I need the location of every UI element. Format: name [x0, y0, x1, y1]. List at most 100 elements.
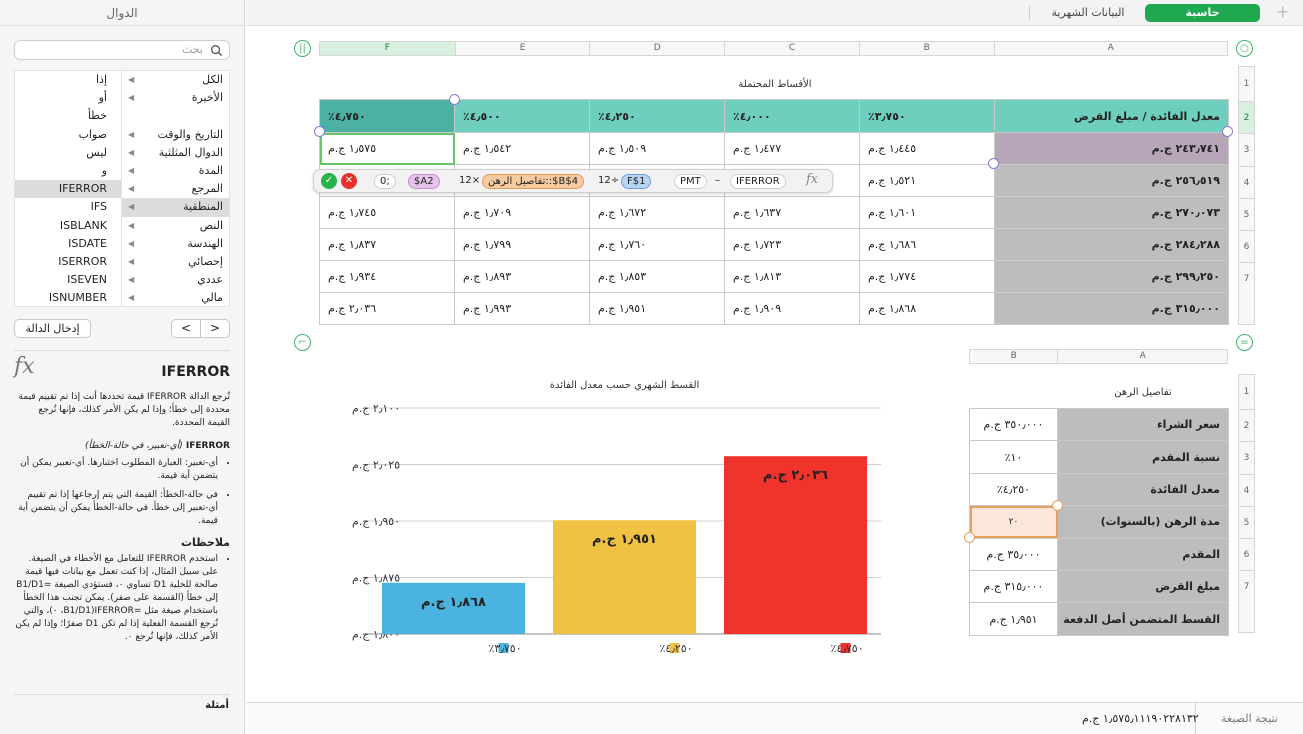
nav-back-button[interactable]: <	[172, 320, 201, 337]
formula-token[interactable]: 0;	[374, 174, 396, 189]
payment-cell[interactable]: ١٫٩٣٤ ج.م	[319, 260, 455, 293]
loan-amount-cell[interactable]: ٢٨٤٫٢٨٨ ج.م	[994, 228, 1229, 261]
payment-cell[interactable]: ١٫٨٣٧ ج.م	[319, 228, 455, 261]
row-header[interactable]: 4	[1239, 165, 1254, 198]
detail-label-cell[interactable]: المقدم	[1057, 537, 1229, 571]
function-list-item[interactable]: ISBLANK	[59, 218, 107, 232]
detail-value-cell[interactable]: ١٠٪	[969, 440, 1058, 474]
row-header[interactable]: 2	[1239, 409, 1254, 441]
function-list-item[interactable]: خطأ	[87, 109, 107, 123]
payment-cell[interactable]: ١٫٧٦٠ ج.م	[589, 228, 725, 261]
detail-value-cell[interactable]: ٤٫٢٥٠٪	[969, 472, 1058, 507]
row-header[interactable]: 1	[1243, 387, 1250, 397]
table-select-icon[interactable]: ○	[1236, 40, 1253, 57]
detail-value-cell[interactable]: ٢٠	[969, 505, 1058, 539]
rate-header-cell[interactable]: ٤٫٢٥٠٪	[589, 99, 725, 133]
function-list-item[interactable]: و	[101, 163, 107, 177]
detail-label-cell[interactable]: القسط المتضمن أصل الدفعة	[1057, 602, 1229, 636]
function-search-input[interactable]: بحث	[14, 40, 230, 60]
function-list-item[interactable]: IFS	[90, 200, 107, 214]
detail-value-cell[interactable]: ١٫٩٥١ ج.م	[969, 602, 1058, 636]
function-list-item[interactable]: إذا	[95, 73, 107, 86]
formula-editor[interactable]: ✓ ✕ 0; $A2 12× تفاصيل الرهن::$B$4 12÷ F$…	[313, 169, 833, 193]
loan-amount-cell[interactable]: ٢٩٩٫٢٥٠ ج.م	[994, 260, 1229, 293]
function-list-item[interactable]: ISEVEN	[67, 273, 107, 287]
col-header-c[interactable]: C	[724, 42, 859, 55]
loan-amount-cell[interactable]: ٢٧٠٫٠٧٣ ج.م	[994, 196, 1229, 229]
rate-header-cell[interactable]: ٤٫٧٥٠٪	[319, 99, 455, 133]
cancel-formula-button[interactable]: ✕	[341, 173, 357, 189]
selection-handle[interactable]	[449, 94, 460, 105]
category-list-item[interactable]: التاريخ والوقت ◀	[122, 126, 229, 144]
payment-cell[interactable]: ١٫٧٢٣ ج.م	[724, 228, 860, 261]
col-header-b[interactable]: B	[1010, 351, 1017, 361]
payment-cell[interactable]: ١٫٨٦٨ ج.م	[859, 292, 995, 325]
payment-cell[interactable]: ١٫٥٢١ ج.م	[859, 164, 995, 197]
rate-header-cell[interactable]: ٤٫٠٠٠٪	[724, 99, 860, 133]
selection-handle[interactable]	[1222, 126, 1233, 137]
table2-add-icon[interactable]: ⌐	[294, 334, 311, 351]
col-header-b[interactable]: B	[858, 42, 994, 55]
formula-token-ref[interactable]: F$1	[621, 174, 652, 189]
col-header-f[interactable]: F	[320, 42, 455, 55]
selection-handle[interactable]	[314, 126, 325, 137]
detail-label-cell[interactable]: سعر الشراء	[1057, 407, 1229, 442]
category-list-item[interactable]: المدة ◀	[122, 162, 229, 180]
row-header[interactable]: 7	[1239, 262, 1254, 294]
payment-cell[interactable]: ١٫٤٤٥ ج.م	[859, 132, 995, 165]
detail-value-cell[interactable]: ٣٥٫٠٠٠ ج.م	[969, 537, 1058, 571]
function-list-item[interactable]: ISDATE	[68, 236, 107, 250]
category-list-item[interactable]: مالي ◀	[122, 289, 229, 307]
row-header[interactable]: 2	[1239, 101, 1254, 134]
formula-token-function[interactable]: PMT	[674, 174, 707, 189]
nav-forward-button[interactable]: >	[209, 321, 221, 335]
payment-cell[interactable]: ١٫٥٧٥ ج.م	[319, 132, 455, 165]
detail-value-cell[interactable]: ٣١٥٫٠٠٠ ج.م	[969, 569, 1058, 604]
function-list-item[interactable]: IFERROR	[15, 180, 121, 199]
row-header[interactable]: 5	[1239, 505, 1254, 538]
formula-token-ref[interactable]: $A2	[408, 174, 440, 189]
row-header[interactable]: 3	[1239, 133, 1254, 165]
category-list-item[interactable]: الأخيرة ◀	[122, 89, 229, 107]
row-header[interactable]: 4	[1239, 473, 1254, 506]
category-list-item[interactable]: إحصائي ◀	[122, 253, 229, 271]
function-list-item[interactable]: ISERROR	[58, 254, 107, 268]
row-header[interactable]: 5	[1239, 197, 1254, 230]
row-header[interactable]: 7	[1239, 570, 1254, 602]
selection-handle[interactable]	[964, 532, 975, 543]
loan-amount-cell[interactable]: ٢٥٦٫٥١٩ ج.م	[994, 164, 1229, 197]
col-header-a[interactable]: A	[1057, 350, 1227, 363]
loan-amount-cell[interactable]: ٢٤٣٫٧٤١ ج.م	[994, 132, 1229, 165]
selection-handle[interactable]	[1052, 500, 1063, 511]
payment-cell[interactable]: ١٫٧٠٩ ج.م	[454, 196, 590, 229]
detail-label-cell[interactable]: نسبة المقدم	[1057, 440, 1229, 474]
payment-cell[interactable]: ١٫٦٣٧ ج.م	[724, 196, 860, 229]
function-list-item[interactable]: ليس	[86, 145, 107, 159]
payment-cell[interactable]: ١٫٥٠٩ ج.م	[589, 132, 725, 165]
col-header-a[interactable]: A	[993, 42, 1227, 55]
payment-cell[interactable]: ١٫٧٧٤ ج.م	[859, 260, 995, 293]
selection-handle[interactable]	[988, 158, 999, 169]
payment-cell[interactable]: ٢٫٠٣٦ ج.م	[319, 292, 455, 325]
payment-cell[interactable]: ١٫٧٩٩ ج.م	[454, 228, 590, 261]
payment-cell[interactable]: ١٫٤٧٧ ج.م	[724, 132, 860, 165]
category-list-item[interactable]: عددي ◀	[122, 271, 229, 289]
formula-token-ref[interactable]: تفاصيل الرهن::$B$4	[482, 174, 585, 189]
corner-header-cell[interactable]: معدل الفائدة / مبلغ القرض	[994, 99, 1229, 133]
detail-label-cell[interactable]: مبلغ القرض	[1057, 569, 1229, 604]
insert-function-button[interactable]: إدخال الدالة	[14, 319, 91, 338]
tab-calculator[interactable]: حاسبة	[1145, 4, 1260, 22]
table-freeze-icon[interactable]: ||	[294, 40, 311, 57]
function-list-item[interactable]: صواب	[78, 127, 107, 141]
function-list-item[interactable]: أو	[98, 91, 107, 105]
loan-amount-cell[interactable]: ٣١٥٫٠٠٠ ج.م	[994, 292, 1229, 325]
detail-value-cell[interactable]: ٣٥٠٫٠٠٠ ج.م	[969, 407, 1058, 442]
detail-label-cell[interactable]: معدل الفائدة	[1057, 472, 1229, 507]
payment-cell[interactable]: ١٫٧٤٥ ج.م	[319, 196, 455, 229]
table2-menu-icon[interactable]: =	[1236, 334, 1253, 351]
row-header[interactable]: 6	[1239, 230, 1254, 262]
payment-cell[interactable]: ١٫٩٠٩ ج.م	[724, 292, 860, 325]
payment-cell[interactable]: ١٫٨٥٣ ج.م	[589, 260, 725, 293]
category-list-item[interactable]: الكل ◀	[122, 71, 229, 89]
payment-cell[interactable]: ١٫٦٠١ ج.م	[859, 196, 995, 229]
